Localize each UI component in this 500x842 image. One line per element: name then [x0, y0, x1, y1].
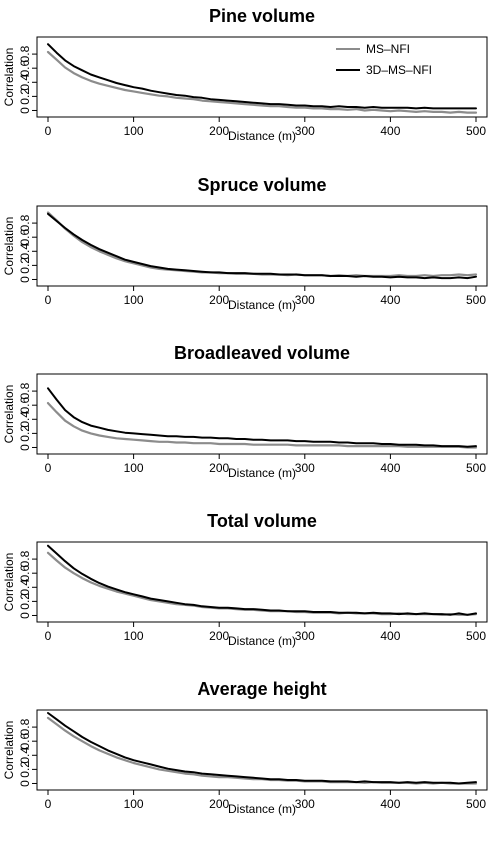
legend-label-3d_ms_nfi: 3D–MS–NFI [366, 63, 432, 77]
x-tick-label: 0 [45, 629, 52, 643]
chart-panel-3: Broadleaved volume 0 0.20.40.60.8 0 100 200 30… [2, 343, 488, 480]
x-tick-label: 500 [466, 461, 486, 475]
y-tick-label: 0.4 [18, 579, 32, 596]
series-line-3d_ms_nfi [47, 712, 477, 785]
series-line-ms_nfi [46, 716, 478, 785]
y-axis-label: Correlation [2, 217, 16, 276]
plot-frame [36, 373, 488, 455]
x-tick-label: 200 [209, 124, 229, 138]
y-tick-label: 0.6 [18, 565, 32, 582]
x-tick-label: 300 [295, 293, 315, 307]
chart-title: Spruce volume [197, 175, 326, 195]
x-axis-label: Distance (m) [228, 634, 296, 648]
y-tick-label: 0.2 [18, 593, 32, 610]
chart-panel-1: Pine volume 0 0.20.40.60.8 0 100 200 300 400 500… [2, 6, 488, 143]
x-tick-label: 300 [295, 461, 315, 475]
series-line-ms_nfi [46, 50, 478, 114]
series-line-ms_nfi [46, 551, 478, 616]
y-tick-label: 0.6 [18, 60, 32, 77]
chart-title: Total volume [207, 511, 317, 531]
y-tick-label: 0.4 [18, 411, 32, 428]
y-tick-label: 0.8 [18, 550, 32, 567]
x-tick-label: 400 [380, 461, 400, 475]
series-line-3d_ms_nfi [47, 212, 477, 280]
y-tick-label: 0 [18, 780, 32, 787]
series-line-ms_nfi [46, 402, 478, 449]
y-axis-label: Correlation [2, 385, 16, 444]
x-tick-label: 200 [209, 461, 229, 475]
x-tick-label: 400 [380, 629, 400, 643]
x-tick-label: 100 [124, 629, 144, 643]
series-line-3d_ms_nfi [47, 544, 477, 616]
y-tick-label: 0.8 [18, 45, 32, 62]
x-tick-label: 500 [466, 629, 486, 643]
y-tick-label: 0.4 [18, 243, 32, 260]
chart-title: Broadleaved volume [174, 343, 350, 363]
series-line-3d_ms_nfi [47, 43, 477, 110]
y-axis-label: Correlation [2, 48, 16, 107]
x-tick-label: 100 [124, 293, 144, 307]
y-tick-label: 0.6 [18, 397, 32, 414]
chart-panel-4: Total volume 0 0.20.40.60.8 0 100 200 300 400 50… [2, 511, 488, 648]
y-tick-label: 0.4 [18, 74, 32, 91]
x-tick-label: 100 [124, 797, 144, 811]
x-tick-label: 0 [45, 461, 52, 475]
y-tick-label: 0.2 [18, 425, 32, 442]
x-tick-label: 400 [380, 797, 400, 811]
x-tick-label: 0 [45, 797, 52, 811]
y-tick-label: 0 [18, 444, 32, 451]
y-tick-label: 0.8 [18, 214, 32, 231]
plot-frame [36, 541, 488, 623]
x-tick-label: 0 [45, 124, 52, 138]
x-tick-label: 400 [380, 293, 400, 307]
legend: MS–NFI 3D–MS–NFI [336, 42, 432, 77]
chart-panel-2: Spruce volume 0 0.20.40.60.8 0 100 200 300 400 5… [2, 175, 488, 312]
x-tick-label: 200 [209, 293, 229, 307]
chart-title: Average height [197, 679, 326, 699]
plot-frame [36, 205, 488, 287]
x-axis-label: Distance (m) [228, 298, 296, 312]
y-tick-label: 0.8 [18, 718, 32, 735]
y-tick-label: 0.8 [18, 382, 32, 399]
x-tick-label: 0 [45, 293, 52, 307]
y-tick-label: 0.2 [18, 88, 32, 105]
x-tick-label: 300 [295, 797, 315, 811]
plot-frame [36, 36, 488, 118]
plot-frame [36, 709, 488, 791]
y-tick-label: 0 [18, 107, 32, 114]
y-tick-label: 0.6 [18, 733, 32, 750]
y-tick-label: 0.4 [18, 747, 32, 764]
x-axis-label: Distance (m) [228, 129, 296, 143]
chart-panel-5: Average height 0 0.20.40.60.8 0 100 200 300 400… [2, 679, 488, 816]
x-tick-label: 200 [209, 629, 229, 643]
x-tick-label: 500 [466, 797, 486, 811]
y-tick-label: 0 [18, 612, 32, 619]
y-axis-label: Correlation [2, 553, 16, 612]
x-axis-label: Distance (m) [228, 466, 296, 480]
x-tick-label: 200 [209, 797, 229, 811]
x-tick-label: 400 [380, 124, 400, 138]
series-line-ms_nfi [46, 211, 478, 278]
x-tick-label: 500 [466, 124, 486, 138]
x-tick-label: 300 [295, 629, 315, 643]
y-tick-label: 0.2 [18, 761, 32, 778]
x-tick-label: 100 [124, 124, 144, 138]
series-line-3d_ms_nfi [47, 387, 477, 448]
y-tick-label: 0.2 [18, 257, 32, 274]
x-tick-label: 100 [124, 461, 144, 475]
x-axis-label: Distance (m) [228, 802, 296, 816]
y-tick-label: 0.6 [18, 229, 32, 246]
y-tick-label: 0 [18, 276, 32, 283]
legend-label-ms_nfi: MS–NFI [366, 42, 410, 56]
x-tick-label: 500 [466, 293, 486, 307]
y-axis-label: Correlation [2, 721, 16, 780]
chart-title: Pine volume [209, 6, 315, 26]
x-tick-label: 300 [295, 124, 315, 138]
